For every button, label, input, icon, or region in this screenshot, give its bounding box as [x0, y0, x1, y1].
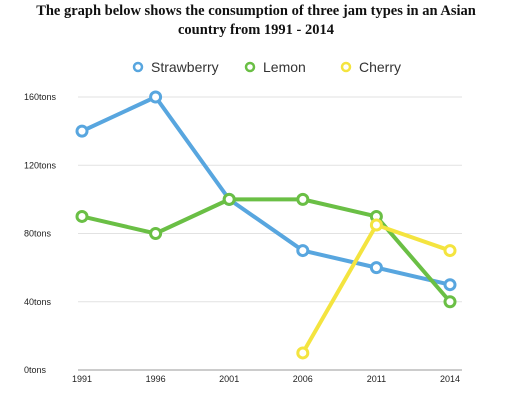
legend: Strawberry Lemon Cherry	[132, 59, 401, 75]
data-point-strawberry	[369, 261, 383, 275]
y-tick-label: 0tons	[24, 365, 47, 375]
x-tick-label: 2014	[440, 374, 460, 384]
x-tick-label: 1991	[72, 374, 92, 384]
data-point-strawberry	[296, 244, 310, 258]
chart-title-line-1: The graph below shows the consumption of…	[36, 3, 476, 19]
series-line-lemon	[80, 197, 452, 304]
x-tick-label: 1996	[146, 374, 166, 384]
data-point-cherry	[296, 346, 310, 360]
x-axis-ticks: 1991 1996 2001 2006 2011 2014	[72, 374, 460, 384]
data-point-cherry	[369, 218, 383, 232]
y-tick-label: 80tons	[24, 229, 52, 239]
series-lines	[75, 90, 457, 360]
legend-label-cherry: Cherry	[359, 59, 401, 75]
x-tick-label: 2011	[367, 374, 386, 384]
y-axis-ticks: 0tons 40tons 80tons 120tons 160tons	[24, 92, 57, 375]
data-point-lemon	[149, 227, 163, 240]
x-tick-label: 2006	[293, 374, 313, 384]
series-line-cherry	[300, 222, 452, 355]
data-point-cherry	[443, 244, 457, 258]
legend-label-strawberry: Strawberry	[151, 59, 219, 75]
series-line-strawberry	[80, 95, 452, 287]
y-tick-label: 160tons	[24, 92, 57, 102]
data-point-strawberry	[75, 124, 89, 138]
y-tick-label: 40tons	[24, 297, 52, 307]
legend-marker-strawberry	[132, 61, 144, 73]
legend-marker-cherry	[340, 61, 352, 73]
legend-marker-lemon	[244, 61, 256, 73]
chart-title-line-2: country from 1991 - 2014	[178, 22, 334, 38]
legend-label-lemon: Lemon	[263, 59, 306, 75]
data-point-lemon	[296, 192, 310, 206]
chart-title: The graph below shows the consumption of…	[0, 2, 512, 40]
data-point-strawberry	[149, 90, 163, 104]
y-tick-label: 120tons	[24, 160, 57, 170]
data-point-lemon	[222, 192, 236, 206]
data-point-lemon	[443, 295, 457, 309]
data-point-strawberry	[443, 278, 457, 292]
x-tick-label: 2001	[219, 374, 239, 384]
data-point-lemon	[75, 209, 89, 223]
